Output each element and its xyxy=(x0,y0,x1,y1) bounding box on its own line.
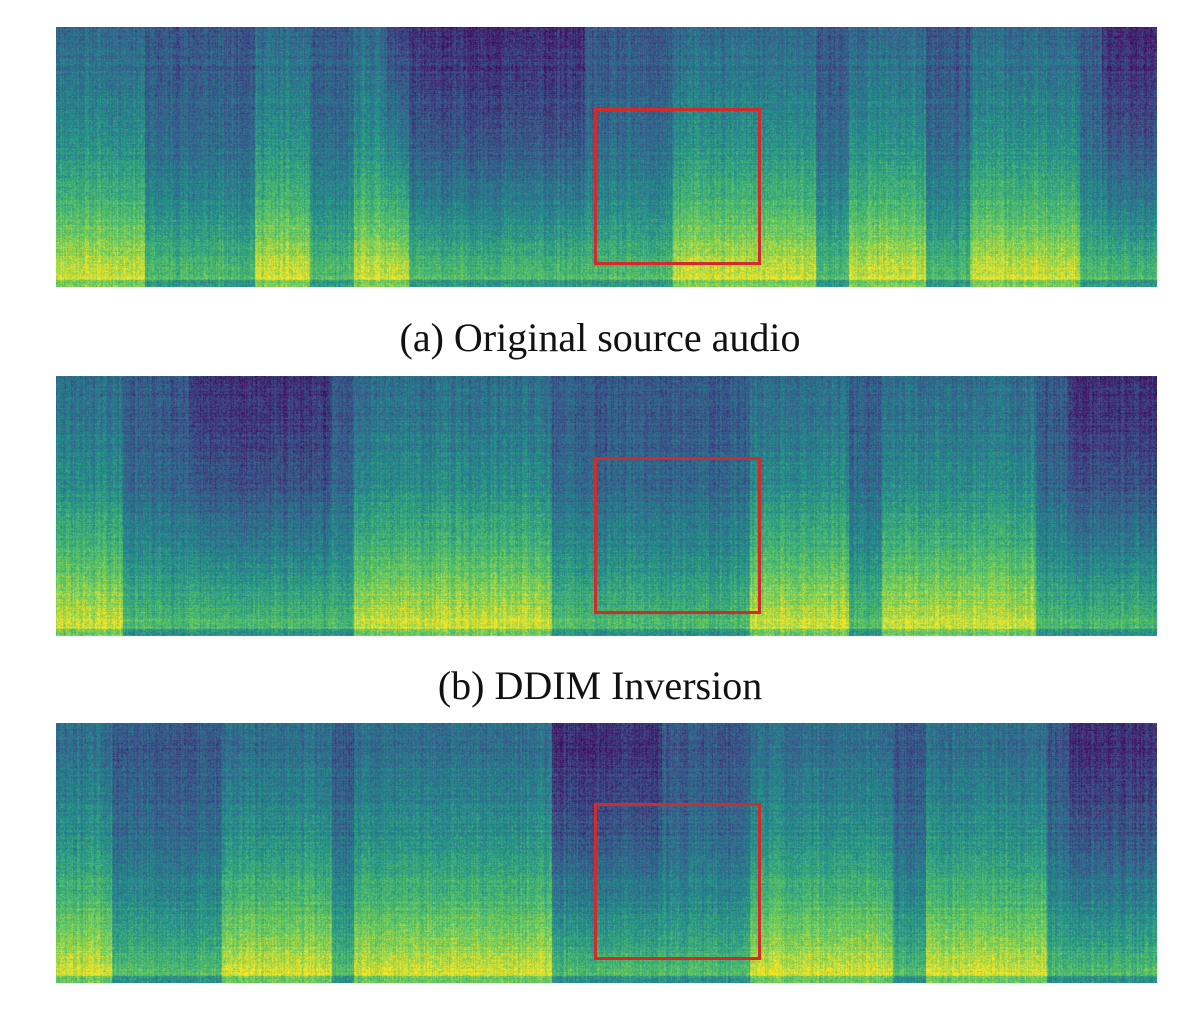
spectrogram-panel-a xyxy=(56,27,1157,287)
highlight-box-a xyxy=(594,108,761,265)
spectrogram-image-a xyxy=(56,27,1157,287)
caption-b: (b) DDIM Inversion xyxy=(437,663,763,708)
spectrogram-image-b xyxy=(56,376,1157,636)
spectrogram-panel-b xyxy=(56,376,1157,636)
highlight-box-c xyxy=(594,803,761,960)
spectrogram-panel-c xyxy=(56,723,1157,983)
caption-a: (a) Original source audio xyxy=(399,315,801,360)
highlight-box-b xyxy=(594,457,761,614)
spectrogram-image-c xyxy=(56,723,1157,983)
